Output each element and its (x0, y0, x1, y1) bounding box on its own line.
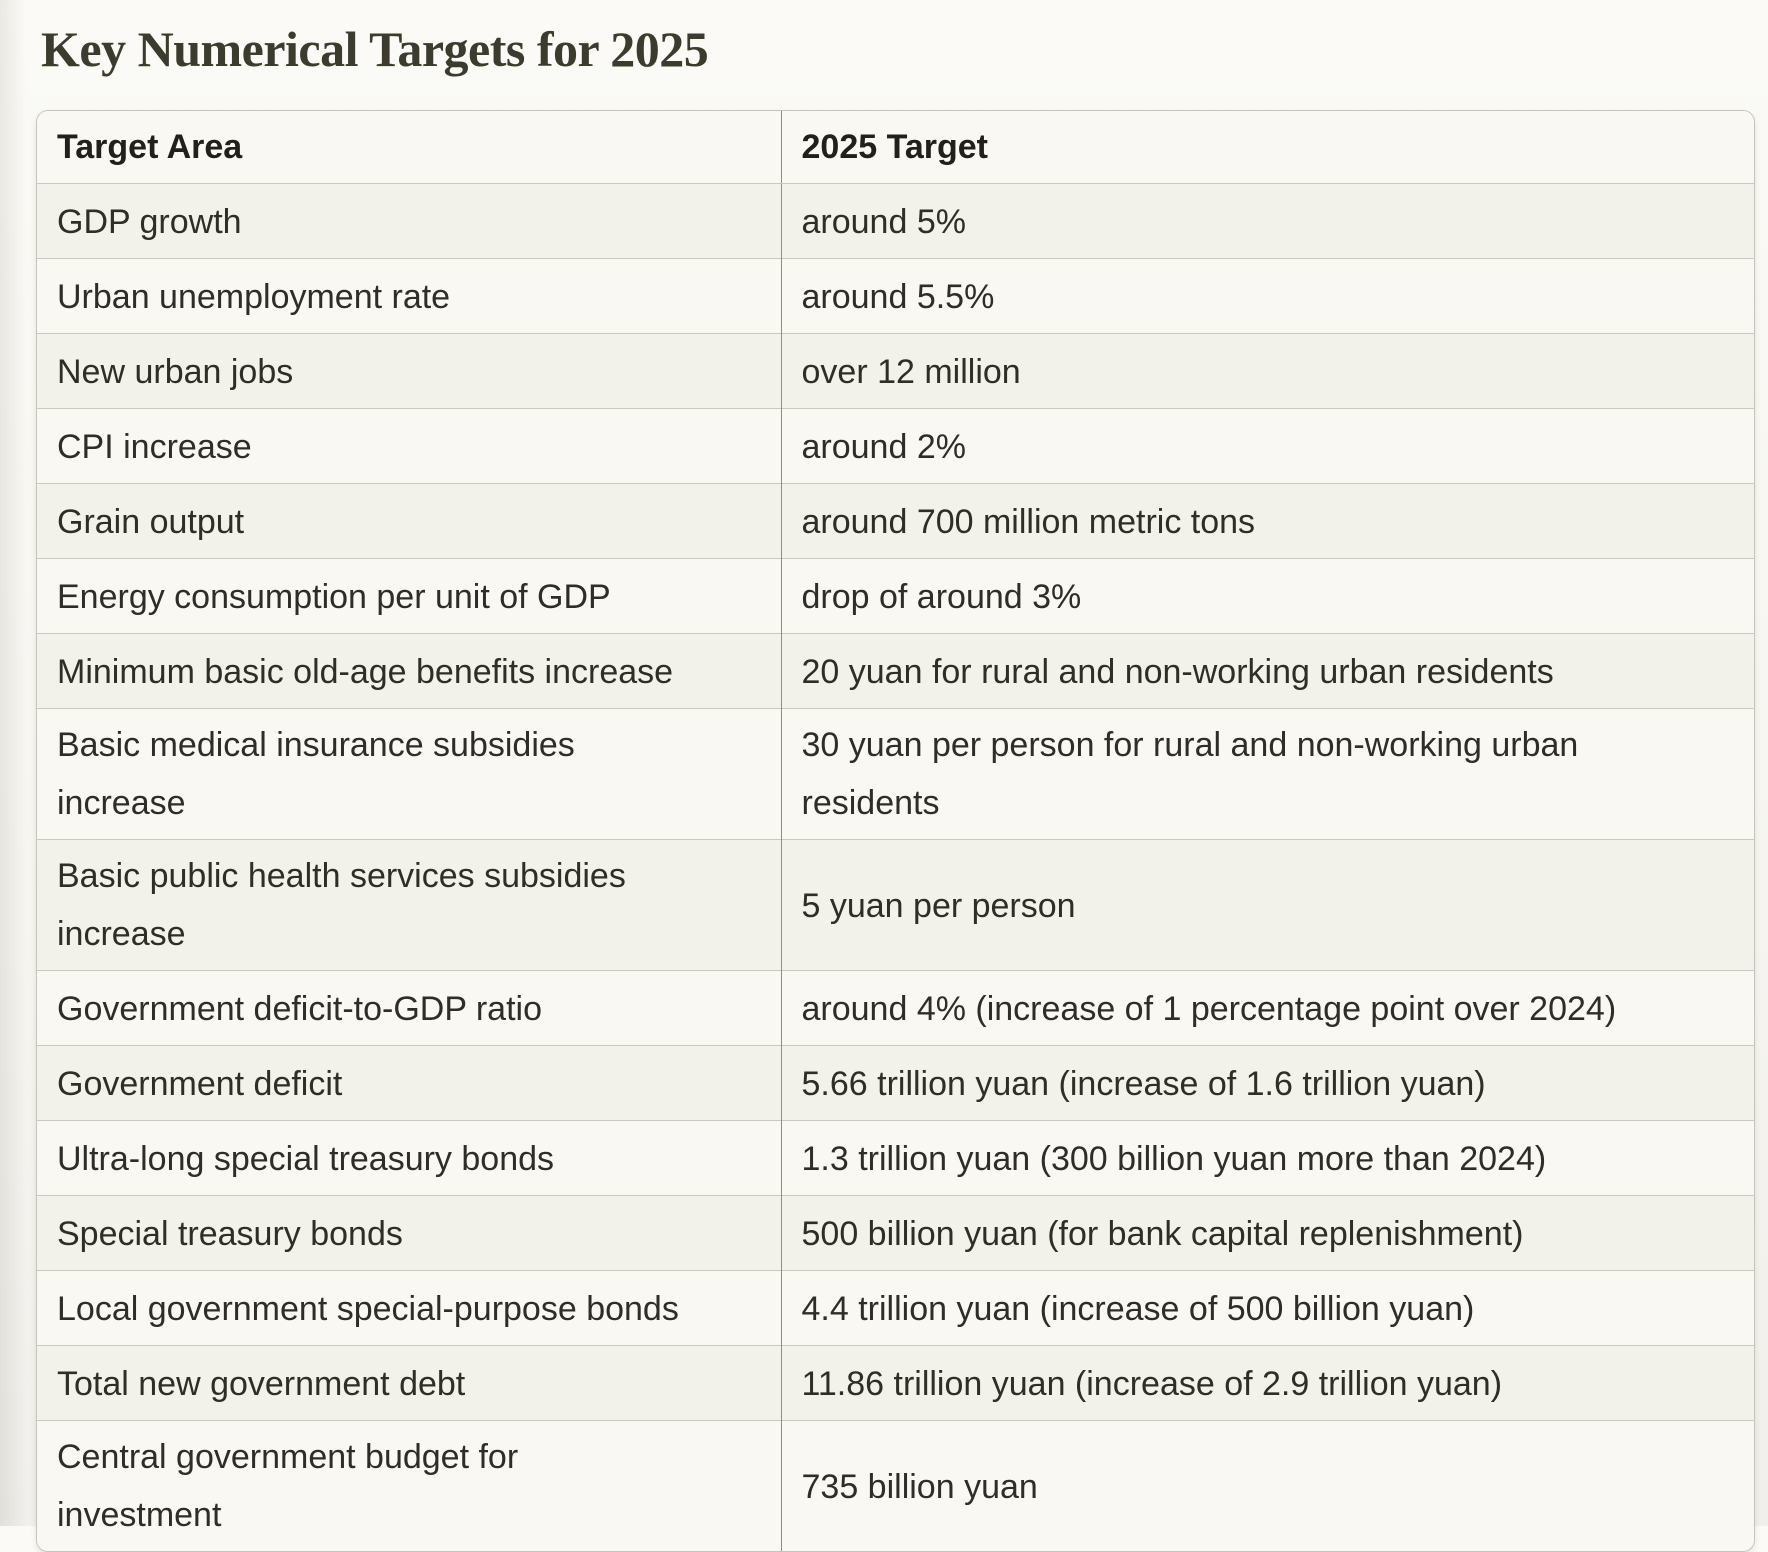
target-area-cell: Government deficit-to-GDP ratio (37, 970, 782, 1046)
page-title: Key Numerical Targets for 2025 (41, 21, 709, 77)
target-value-cell: 4.4 trillion yuan (increase of 500 billi… (781, 1270, 1754, 1346)
table-row: Minimum basic old-age benefits increase … (37, 633, 1754, 709)
target-area-cell: Central government budget for investment (37, 1420, 782, 1552)
target-area-text: Basic medical insurance subsidies increa… (57, 726, 575, 823)
table-header: Target Area 2025 Target (37, 111, 1754, 184)
target-area-text: Local government special-purpose bonds (57, 1290, 679, 1329)
target-value-cell: 30 yuan per person for rural and non-wor… (781, 708, 1754, 840)
table-row: Grain output around 700 million metric t… (37, 483, 1754, 559)
target-value-text: 500 billion yuan (for bank capital reple… (801, 1215, 1524, 1254)
target-value-cell: 735 billion yuan (781, 1420, 1754, 1552)
table-row: Urban unemployment rate around 5.5% (37, 258, 1754, 334)
target-value-text: 735 billion yuan (801, 1468, 1038, 1507)
target-area-cell: Ultra-long special treasury bonds (37, 1120, 782, 1196)
target-area-text: Government deficit-to-GDP ratio (57, 990, 542, 1029)
target-area-cell: Basic medical insurance subsidies increa… (37, 708, 782, 840)
target-value-cell: 11.86 trillion yuan (increase of 2.9 tri… (781, 1345, 1754, 1421)
target-value-text: 1.3 trillion yuan (300 billion yuan more… (801, 1140, 1547, 1179)
table-row: CPI increase around 2% (37, 408, 1754, 484)
target-area-text: Energy consumption per unit of GDP (57, 578, 611, 617)
target-value-cell: 5.66 trillion yuan (increase of 1.6 tril… (781, 1045, 1754, 1121)
target-area-text: Special treasury bonds (57, 1215, 403, 1254)
table-row: New urban jobs over 12 million (37, 333, 1754, 409)
table-row: Energy consumption per unit of GDP drop … (37, 558, 1754, 634)
target-area-cell: GDP growth (37, 182, 782, 259)
target-area-cell: Special treasury bonds (37, 1195, 782, 1271)
target-area-cell: Local government special-purpose bonds (37, 1270, 782, 1346)
target-value-cell: around 2% (781, 408, 1754, 484)
table-row: Central government budget for investment… (37, 1420, 1754, 1552)
target-area-cell: Energy consumption per unit of GDP (37, 558, 782, 634)
target-area-cell: Urban unemployment rate (37, 258, 782, 334)
target-value-text: around 5.5% (801, 278, 995, 317)
target-value-text: 4.4 trillion yuan (increase of 500 billi… (801, 1290, 1475, 1329)
target-area-text: Central government budget for investment (57, 1438, 519, 1535)
target-area-text: Ultra-long special treasury bonds (57, 1140, 555, 1179)
target-area-text: New urban jobs (57, 353, 294, 392)
target-area-text: GDP growth (57, 203, 242, 242)
target-area-text: Basic public health services subsidies i… (57, 857, 626, 954)
target-area-cell: Grain output (37, 483, 782, 559)
target-value-text: 5 yuan per person (801, 887, 1076, 926)
target-value-text: around 700 million metric tons (801, 503, 1256, 542)
target-area-text: Minimum basic old-age benefits increase (57, 653, 674, 692)
table-body: GDP growth around 5% Urban unemployment … (37, 182, 1754, 1552)
table-row: Local government special-purpose bonds 4… (37, 1270, 1754, 1346)
target-area-text: Government deficit (57, 1065, 343, 1104)
target-value-cell: around 5.5% (781, 258, 1754, 334)
target-area-text: CPI increase (57, 428, 252, 467)
target-area-text: Total new government debt (57, 1365, 466, 1404)
target-value-cell: 20 yuan for rural and non-working urban … (781, 633, 1754, 709)
target-value-text: 5.66 trillion yuan (increase of 1.6 tril… (801, 1065, 1486, 1104)
table-row: Total new government debt 11.86 trillion… (37, 1345, 1754, 1421)
target-value-text: around 2% (801, 428, 966, 467)
target-value-text: around 5% (801, 203, 966, 242)
table-row: GDP growth around 5% (37, 182, 1754, 259)
target-area-text: Grain output (57, 503, 245, 542)
target-value-cell: drop of around 3% (781, 558, 1754, 634)
header-row: Target Area 2025 Target (37, 111, 1754, 184)
targets-table: Target Area 2025 Target GDP growth aroun… (36, 110, 1755, 1552)
target-area-text: Urban unemployment rate (57, 278, 451, 317)
target-value-text: 20 yuan for rural and non-working urban … (801, 653, 1554, 692)
table-row: Basic medical insurance subsidies increa… (37, 708, 1754, 840)
target-area-cell: Basic public health services subsidies i… (37, 839, 782, 971)
table-row: Government deficit 5.66 trillion yuan (i… (37, 1045, 1754, 1121)
target-value-cell: 5 yuan per person (781, 839, 1754, 971)
target-value-text: around 4% (increase of 1 percentage poin… (801, 990, 1617, 1029)
table-row: Government deficit-to-GDP ratio around 4… (37, 970, 1754, 1046)
target-area-cell: CPI increase (37, 408, 782, 484)
target-value-cell: over 12 million (781, 333, 1754, 409)
target-area-cell: Total new government debt (37, 1345, 782, 1421)
target-value-text: over 12 million (801, 353, 1021, 392)
target-area-cell: Government deficit (37, 1045, 782, 1121)
target-value-cell: 1.3 trillion yuan (300 billion yuan more… (781, 1120, 1754, 1196)
target-area-cell: Minimum basic old-age benefits increase (37, 633, 782, 709)
header-target-area: Target Area (37, 111, 782, 184)
table-row: Special treasury bonds 500 billion yuan … (37, 1195, 1754, 1271)
target-value-text: 11.86 trillion yuan (increase of 2.9 tri… (801, 1365, 1503, 1404)
header-2025-target: 2025 Target (781, 111, 1754, 184)
target-value-text: 30 yuan per person for rural and non-wor… (801, 726, 1579, 823)
target-value-cell: around 700 million metric tons (781, 483, 1754, 559)
table-row: Ultra-long special treasury bonds 1.3 tr… (37, 1120, 1754, 1196)
targets-table-grid: Target Area 2025 Target GDP growth aroun… (37, 111, 1754, 1552)
target-value-cell: around 5% (781, 182, 1754, 259)
target-value-text: drop of around 3% (801, 578, 1082, 617)
target-area-cell: New urban jobs (37, 333, 782, 409)
target-value-cell: 500 billion yuan (for bank capital reple… (781, 1195, 1754, 1271)
table-row: Basic public health services subsidies i… (37, 839, 1754, 971)
target-value-cell: around 4% (increase of 1 percentage poin… (781, 970, 1754, 1046)
